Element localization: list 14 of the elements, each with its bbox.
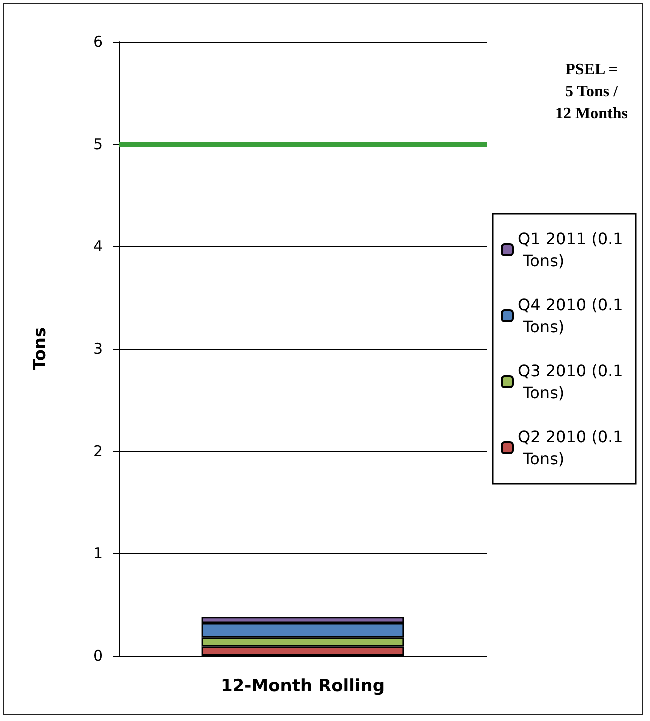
y-tick-label: 4 <box>93 238 103 256</box>
y-tick-label: 2 <box>93 442 103 460</box>
x-tick-label: 12-Month Rolling <box>220 676 386 696</box>
legend-label: Q1 2011 (0.1 Tons) <box>518 230 624 270</box>
legend-label: Q3 2010 (0.1 Tons) <box>518 362 624 402</box>
legend-label: Q2 2010 (0.1 Tons) <box>518 428 624 468</box>
y-tick-label: 3 <box>93 340 103 358</box>
y-axis-title: Tons <box>30 327 50 371</box>
y-tick-label: 1 <box>93 544 103 563</box>
y-tick-label: 5 <box>93 135 103 154</box>
y-tick-label: 6 <box>93 33 103 51</box>
y-tick-label: 0 <box>93 647 103 665</box>
legend-label: Q4 2010 (0.1 Tons) <box>518 296 624 336</box>
text: PSEL = 5 Tons / 12 Months <box>556 62 628 122</box>
